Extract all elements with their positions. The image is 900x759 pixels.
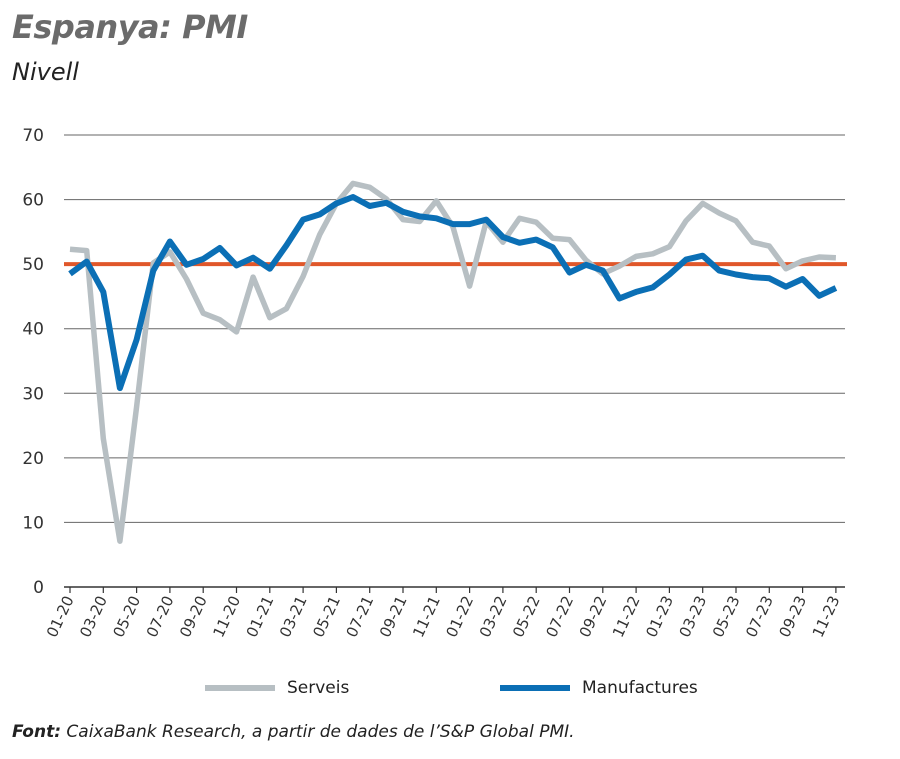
x-tick-label: 09-22 — [576, 593, 611, 640]
x-tick-label: 05-21 — [309, 593, 344, 640]
legend-item-serveis: Serveis — [205, 678, 349, 698]
x-tick-label: 11-22 — [609, 593, 644, 640]
legend-label-serveis: Serveis — [287, 678, 350, 698]
x-tick-label: 07-22 — [542, 593, 577, 640]
y-tick-label: 20 — [22, 449, 44, 469]
x-tick-label: 07-21 — [343, 593, 378, 640]
x-tick-label: 01-23 — [642, 593, 677, 640]
x-tick-label: 05-20 — [109, 593, 144, 640]
legend-swatch-manufactures — [500, 685, 570, 691]
y-tick-label: 0 — [33, 578, 44, 598]
series-line-manufactures — [68, 194, 838, 392]
x-tick-label: 07-20 — [143, 593, 178, 640]
x-tick-label: 11-23 — [809, 593, 844, 640]
x-tick-label: 01-20 — [43, 593, 78, 640]
legend-label-manufactures: Manufactures — [582, 678, 698, 698]
source-note: Font: CaixaBank Research, a partir de da… — [12, 722, 575, 742]
x-tick-label: 03-20 — [76, 593, 111, 640]
x-tick-label: 05-22 — [509, 593, 544, 640]
y-tick-label: 40 — [22, 320, 44, 340]
legend-item-manufactures: Manufactures — [500, 678, 698, 698]
x-tick-label: 03-22 — [476, 593, 511, 640]
x-tick-label: 11-21 — [409, 593, 444, 640]
y-tick-label: 60 — [22, 191, 44, 211]
x-tick-label: 03-21 — [276, 593, 311, 640]
x-tick-label: 01-21 — [243, 593, 278, 640]
source-text: CaixaBank Research, a partir de dades de… — [61, 722, 575, 742]
x-tick-label: 09-20 — [176, 593, 211, 640]
pmi-line-chart: 0 10 20 30 40 50 60 70 01-2003-2005-2007-2009-20… — [22, 126, 847, 640]
y-tick-label: 70 — [22, 126, 44, 146]
x-tick-label: 09-21 — [376, 593, 411, 640]
source-label: Font: — [12, 722, 61, 742]
x-tick-label: 07-23 — [742, 593, 777, 640]
y-tick-label: 50 — [22, 255, 44, 275]
chart-title: Espanya: PMI — [12, 8, 248, 46]
chart-subtitle: Nivell — [12, 58, 79, 86]
legend-swatch-serveis — [205, 685, 275, 691]
x-tick-label: 01-22 — [442, 593, 477, 640]
x-tick-label: 05-23 — [709, 593, 744, 640]
y-tick-label: 10 — [22, 513, 44, 533]
x-tick-label: 09-23 — [775, 593, 810, 640]
x-tick-label: 03-23 — [676, 593, 711, 640]
y-tick-label: 30 — [22, 384, 44, 404]
series-line-serveis — [69, 180, 837, 544]
x-tick-label: 11-20 — [209, 593, 244, 640]
